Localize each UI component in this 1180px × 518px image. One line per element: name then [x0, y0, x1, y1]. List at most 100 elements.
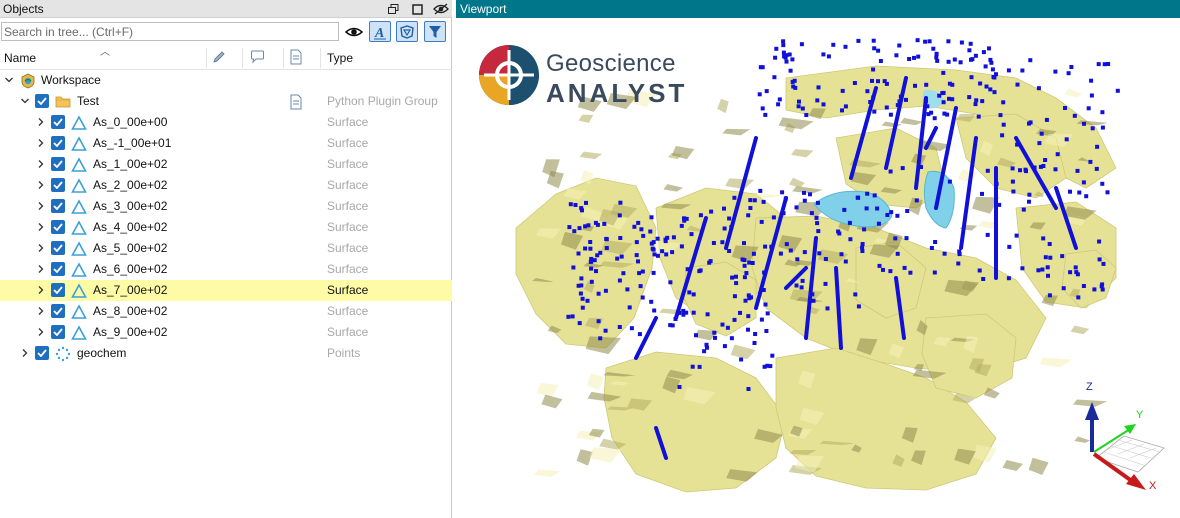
- visibility-checkbox[interactable]: [51, 136, 65, 150]
- pencil-icon[interactable]: [212, 50, 226, 67]
- surfaces-render: [515, 65, 1117, 493]
- visibility-checkbox[interactable]: [51, 220, 65, 234]
- viewport-title: Viewport: [460, 2, 507, 16]
- chevron-right-icon[interactable]: [36, 117, 46, 127]
- visibility-checkbox[interactable]: [51, 325, 65, 339]
- surface-triangle-icon: [71, 115, 87, 131]
- axes-triad: Z Y X: [1085, 381, 1165, 492]
- text-filter-icon[interactable]: A: [369, 21, 391, 42]
- surface-triangle-icon: [71, 136, 87, 152]
- viewport-panel[interactable]: Viewport Z Y X: [456, 0, 1180, 518]
- chevron-right-icon[interactable]: [36, 222, 46, 232]
- surface-triangle-icon: [71, 325, 87, 341]
- tree-type-surface: Surface: [327, 220, 369, 234]
- chevron-right-icon[interactable]: [20, 348, 30, 358]
- objects-panel: Objects A Name ︿: [0, 0, 452, 518]
- tree-label-surface: As_7_00e+02: [93, 283, 168, 297]
- tree-label-geochem: geochem: [77, 346, 127, 360]
- chevron-right-icon[interactable]: [36, 201, 46, 211]
- chevron-right-icon[interactable]: [36, 285, 46, 295]
- tree-row-surface[interactable]: As_9_00e+02 Surface: [0, 322, 452, 343]
- tree-label-surface: As_3_00e+02: [93, 199, 168, 213]
- axis-x-label: X: [1149, 480, 1157, 492]
- logo-mark: [479, 45, 539, 105]
- tree-type-surface: Surface: [327, 199, 369, 213]
- column-type[interactable]: Type: [327, 51, 354, 65]
- tree-label-surface: As_2_00e+02: [93, 178, 168, 192]
- visibility-checkbox[interactable]: [35, 94, 49, 108]
- tree-type-surface: Surface: [327, 325, 369, 339]
- tree-row-surface[interactable]: As_4_00e+02 Surface: [0, 217, 452, 238]
- tree-type-surface: Surface: [327, 157, 369, 171]
- surface-triangle-icon: [71, 304, 87, 320]
- points-icon: [55, 346, 71, 362]
- chevron-right-icon[interactable]: [36, 264, 46, 274]
- visibility-checkbox[interactable]: [51, 241, 65, 255]
- tree-row-surface[interactable]: As_3_00e+02 Surface: [0, 196, 452, 217]
- visibility-checkbox[interactable]: [51, 304, 65, 318]
- tree-type-surface: Surface: [327, 178, 369, 192]
- chevron-right-icon[interactable]: [36, 159, 46, 169]
- chevron-right-icon[interactable]: [36, 306, 46, 316]
- visibility-checkbox[interactable]: [51, 178, 65, 192]
- logo-text-analyst: ANALYST: [546, 78, 688, 108]
- visibility-checkbox[interactable]: [35, 346, 49, 360]
- tree-type-surface: Surface: [327, 262, 369, 276]
- tree-label-surface: As_-1_00e+01: [93, 136, 172, 150]
- visibility-checkbox[interactable]: [51, 115, 65, 129]
- tree-label-surface: As_1_00e+02: [93, 157, 168, 171]
- search-input[interactable]: [1, 22, 339, 41]
- tree-row-surface[interactable]: As_7_00e+02 Surface: [0, 280, 452, 301]
- object-tree: Workspace Test Python Plugin Group As_0_…: [0, 70, 452, 364]
- tree-type-surface: Surface: [327, 115, 369, 129]
- document-icon: [290, 94, 302, 113]
- tree-row-surface[interactable]: As_-1_00e+01 Surface: [0, 133, 452, 154]
- tree-row-geochem[interactable]: geochem Points: [0, 343, 452, 364]
- chevron-right-icon[interactable]: [36, 138, 46, 148]
- tree-row-surface[interactable]: As_2_00e+02 Surface: [0, 175, 452, 196]
- tree-label-test: Test: [77, 94, 100, 108]
- comment-icon[interactable]: [250, 50, 265, 67]
- points-render: [566, 38, 1120, 391]
- chevron-right-icon[interactable]: [36, 243, 46, 253]
- tree-type-surface: Surface: [327, 283, 369, 297]
- tree-row-workspace[interactable]: Workspace: [0, 70, 452, 91]
- tree-row-surface[interactable]: As_1_00e+02 Surface: [0, 154, 452, 175]
- tree-type-geochem: Points: [327, 346, 361, 360]
- shape-filter-icon[interactable]: [396, 21, 418, 42]
- maximize-icon[interactable]: [408, 1, 426, 17]
- column-name[interactable]: Name: [4, 51, 37, 65]
- surface-triangle-icon: [71, 157, 87, 173]
- axis-z-label: Z: [1086, 381, 1093, 393]
- chevron-down-icon[interactable]: [4, 75, 14, 85]
- surface-triangle-icon: [71, 220, 87, 236]
- tree-row-test[interactable]: Test Python Plugin Group: [0, 91, 452, 112]
- tree-type-test: Python Plugin Group: [327, 94, 438, 108]
- tree-label-surface: As_9_00e+02: [93, 325, 168, 339]
- visibility-eye-icon[interactable]: [432, 1, 450, 17]
- funnel-filter-icon[interactable]: [424, 21, 446, 42]
- surface-triangle-icon: [71, 283, 87, 299]
- 3d-scene-canvas[interactable]: Z Y X: [456, 18, 1180, 518]
- tree-row-surface[interactable]: As_0_00e+00 Surface: [0, 112, 452, 133]
- restore-window-icon[interactable]: [384, 1, 402, 17]
- geoscience-analyst-logo: Geoscience ANALYST: [478, 26, 684, 108]
- visibility-checkbox[interactable]: [51, 283, 65, 297]
- chevron-right-icon[interactable]: [36, 180, 46, 190]
- chevron-right-icon[interactable]: [36, 327, 46, 337]
- visibility-checkbox[interactable]: [51, 262, 65, 276]
- tree-row-surface[interactable]: As_5_00e+02 Surface: [0, 238, 452, 259]
- tree-row-surface[interactable]: As_8_00e+02 Surface: [0, 301, 452, 322]
- tree-type-surface: Surface: [327, 136, 369, 150]
- logo-text-geoscience: Geoscience: [546, 50, 676, 77]
- surface-triangle-icon: [71, 241, 87, 257]
- surface-triangle-icon: [71, 178, 87, 194]
- search-row: A: [0, 20, 452, 44]
- tree-row-surface[interactable]: As_6_00e+02 Surface: [0, 259, 452, 280]
- tree-type-surface: Surface: [327, 304, 369, 318]
- document-icon[interactable]: [290, 49, 302, 68]
- show-hide-eye-icon[interactable]: [343, 21, 365, 42]
- visibility-checkbox[interactable]: [51, 157, 65, 171]
- chevron-down-icon[interactable]: [20, 96, 30, 106]
- visibility-checkbox[interactable]: [51, 199, 65, 213]
